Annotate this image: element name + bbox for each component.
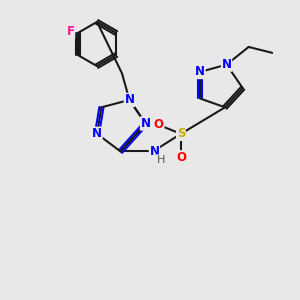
Text: N: N	[92, 127, 102, 140]
Text: F: F	[67, 25, 74, 38]
Text: O: O	[176, 151, 186, 164]
Text: N: N	[195, 65, 205, 79]
Text: H: H	[157, 155, 165, 165]
Text: O: O	[154, 118, 164, 131]
Text: N: N	[124, 93, 134, 106]
Text: N: N	[149, 145, 159, 158]
Text: N: N	[141, 117, 151, 130]
Text: N: N	[222, 58, 232, 71]
Text: S: S	[177, 127, 185, 140]
